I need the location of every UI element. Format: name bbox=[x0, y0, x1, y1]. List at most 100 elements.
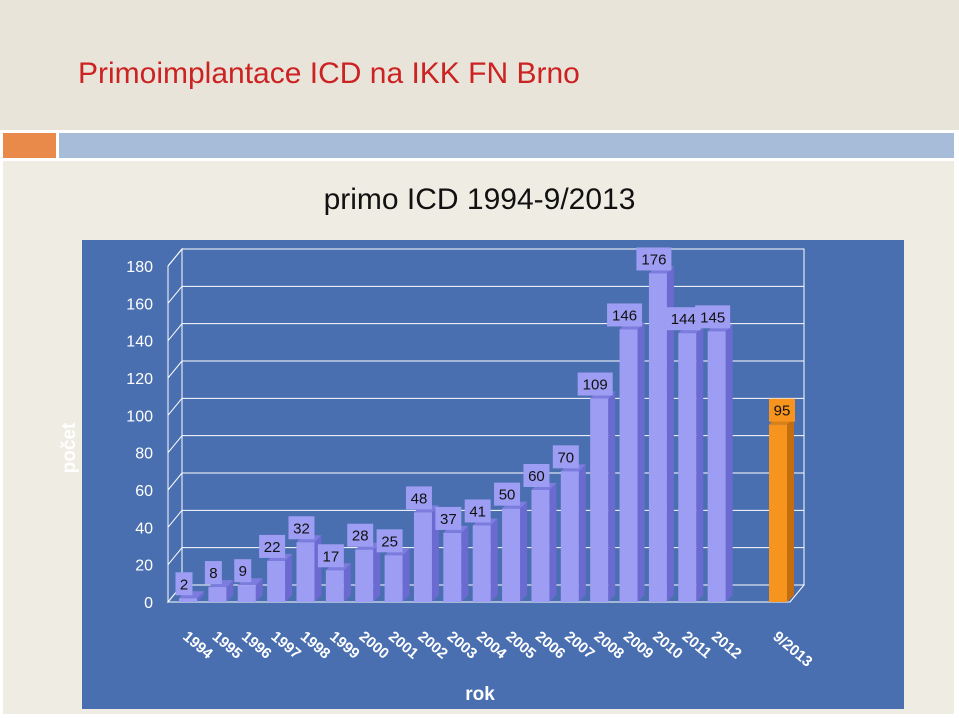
data-label-box bbox=[665, 307, 701, 331]
data-label-box bbox=[552, 445, 579, 469]
bar-face bbox=[560, 471, 579, 602]
bar-side bbox=[255, 578, 263, 602]
data-label-box bbox=[405, 486, 432, 510]
bar-face bbox=[678, 333, 697, 602]
x-axis-label: rok bbox=[465, 684, 495, 705]
data-label-text: 9 bbox=[239, 563, 247, 580]
bar bbox=[443, 525, 469, 602]
bar-side bbox=[402, 548, 410, 602]
data-label: 50 bbox=[494, 482, 521, 506]
bar-face bbox=[355, 549, 374, 602]
bar-side bbox=[608, 391, 616, 602]
data-label-text: 109 bbox=[583, 377, 608, 394]
data-label-text: 176 bbox=[641, 251, 666, 268]
bar-side bbox=[666, 266, 674, 602]
bar bbox=[502, 501, 528, 602]
data-label-text: 37 bbox=[440, 511, 457, 528]
data-label-text: 28 bbox=[352, 528, 369, 545]
bar bbox=[707, 324, 733, 602]
bar-side bbox=[373, 542, 381, 602]
bar-face bbox=[296, 542, 315, 602]
gridline-side bbox=[167, 286, 183, 304]
data-label-box bbox=[464, 499, 491, 523]
data-label: 22 bbox=[259, 534, 286, 558]
bar bbox=[413, 505, 439, 602]
data-label-box bbox=[376, 529, 403, 553]
bar bbox=[296, 535, 322, 602]
data-label-box bbox=[347, 523, 374, 547]
data-label-text: 32 bbox=[293, 520, 310, 537]
data-label-box bbox=[435, 506, 462, 530]
data-label: 8 bbox=[204, 561, 222, 585]
bar-face bbox=[769, 424, 787, 602]
bar-face bbox=[325, 570, 344, 602]
data-label-box bbox=[607, 303, 643, 327]
y-tick-label: 60 bbox=[135, 483, 153, 500]
data-label-text: 41 bbox=[469, 503, 486, 520]
bar-side bbox=[343, 563, 351, 602]
data-label: 2 bbox=[175, 572, 193, 596]
data-label-text: 2 bbox=[180, 576, 188, 593]
data-label-text: 70 bbox=[557, 449, 574, 466]
data-label-text: 50 bbox=[499, 487, 516, 504]
data-label: 32 bbox=[288, 516, 315, 540]
bar-side bbox=[696, 326, 704, 602]
y-tick-label: 160 bbox=[126, 296, 153, 313]
bar-face bbox=[648, 273, 667, 602]
data-label: 144 bbox=[665, 307, 701, 331]
bar-face bbox=[267, 560, 286, 602]
y-tick-label: 0 bbox=[144, 595, 153, 612]
data-label-box bbox=[494, 482, 521, 506]
data-label: 28 bbox=[347, 523, 374, 547]
bar-face bbox=[237, 585, 256, 602]
gridline-side bbox=[167, 248, 183, 267]
bar-side bbox=[285, 553, 293, 602]
data-label-box bbox=[175, 572, 193, 596]
bar-face bbox=[179, 598, 197, 602]
chart-side-wall bbox=[167, 247, 183, 604]
bar-face bbox=[472, 525, 491, 602]
bar-face bbox=[413, 512, 432, 602]
y-tick-label: 100 bbox=[126, 408, 153, 425]
bar-face bbox=[707, 331, 726, 602]
bar-side bbox=[490, 518, 498, 602]
data-label-text: 144 bbox=[671, 311, 696, 328]
bar-face bbox=[384, 555, 403, 602]
slide-title: Primoimplantace ICD na IKK FN Brno bbox=[78, 57, 580, 90]
data-label-box bbox=[695, 305, 731, 329]
y-tick-label: 80 bbox=[135, 446, 153, 463]
bar-face bbox=[208, 587, 227, 602]
data-label: 146 bbox=[607, 303, 643, 327]
bar bbox=[325, 563, 351, 602]
y-tick-label: 180 bbox=[126, 259, 153, 276]
data-label: 48 bbox=[405, 486, 432, 510]
data-label: 109 bbox=[577, 372, 613, 396]
bar-face bbox=[443, 532, 462, 602]
data-label-text: 95 bbox=[774, 403, 791, 420]
bar bbox=[619, 322, 645, 602]
bar-side bbox=[725, 324, 733, 602]
bar bbox=[769, 417, 794, 602]
bar-face bbox=[531, 490, 550, 602]
data-label-text: 17 bbox=[323, 548, 340, 565]
data-label-box bbox=[523, 464, 550, 487]
gridline-side bbox=[167, 435, 183, 453]
bar-side bbox=[461, 525, 469, 602]
bar-side bbox=[787, 417, 794, 602]
bar bbox=[355, 542, 381, 602]
bar-side bbox=[578, 464, 586, 602]
accent-band-orange bbox=[3, 133, 56, 158]
data-label-box bbox=[317, 544, 344, 568]
bar bbox=[560, 464, 586, 602]
data-label-text: 60 bbox=[528, 468, 545, 485]
slide-header bbox=[0, 0, 959, 130]
data-label-text: 8 bbox=[209, 565, 217, 582]
y-tick-label: 40 bbox=[135, 520, 153, 537]
data-label-text: 146 bbox=[612, 307, 637, 324]
data-label-text: 22 bbox=[264, 539, 281, 556]
data-label: 17 bbox=[317, 544, 344, 568]
data-label: 9 bbox=[234, 559, 252, 583]
gridline-side bbox=[167, 472, 183, 491]
bar bbox=[472, 518, 498, 602]
